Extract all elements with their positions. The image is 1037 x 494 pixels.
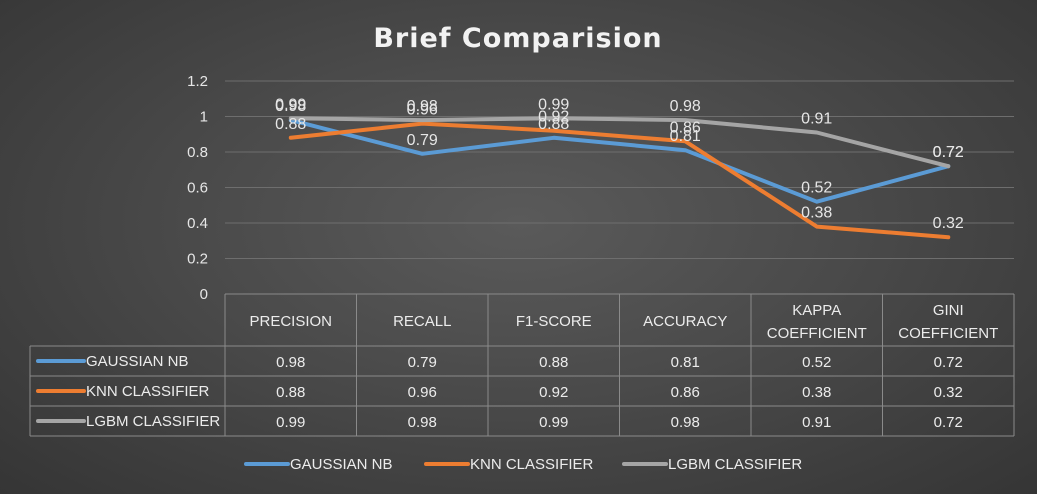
data-label: 0.72 <box>933 144 964 161</box>
table-cell: 0.96 <box>408 384 437 401</box>
row-label: LGBM CLASSIFIER <box>86 413 220 430</box>
legend-label: LGBM CLASSIFIER <box>668 456 802 473</box>
data-label: 0.72 <box>933 144 964 161</box>
table-header-4: KAPPA <box>792 302 841 319</box>
y-tick-label: 1.2 <box>187 73 208 90</box>
data-label: 0.81 <box>670 128 701 145</box>
y-tick-label: 0.4 <box>187 215 208 232</box>
legend: GAUSSIAN NB KNN CLASSIFIER LGBM CLASSIFIER <box>244 456 802 473</box>
data-label: 0.98 <box>670 98 701 115</box>
table-header-5: COEFFICIENT <box>898 325 998 342</box>
data-label: 0.91 <box>801 110 832 127</box>
data-label: 0.99 <box>538 96 569 113</box>
series-line-lgbm-classifier <box>288 116 951 169</box>
data-label: 0.88 <box>538 116 569 133</box>
table-cell: 0.98 <box>408 414 437 431</box>
table-cell: 0.98 <box>276 354 305 371</box>
table-cell: 0.79 <box>408 354 437 371</box>
data-label: 0.92 <box>538 109 569 126</box>
data-label: 0.86 <box>670 119 701 136</box>
table-header-1: RECALL <box>393 313 451 330</box>
data-label: 0.98 <box>407 98 438 115</box>
table-cell: 0.92 <box>539 384 568 401</box>
data-label: 0.79 <box>407 132 438 149</box>
table-header-0: PRECISION <box>249 313 332 330</box>
table-header-3: ACCURACY <box>643 313 727 330</box>
table-cell: 0.81 <box>671 354 700 371</box>
data-label: 0.88 <box>275 116 306 133</box>
table-cell: 0.98 <box>671 414 700 431</box>
table-cell: 0.88 <box>276 384 305 401</box>
data-label: 0.96 <box>407 102 438 119</box>
table-header-5: GINI <box>933 302 964 319</box>
series-lines <box>288 116 951 240</box>
table-cell: 0.72 <box>934 414 963 431</box>
table-header-4: COEFFICIENT <box>767 325 867 342</box>
row-label: GAUSSIAN NB <box>86 353 189 370</box>
y-tick-label: 0.6 <box>187 180 208 197</box>
data-label: 0.38 <box>801 205 832 222</box>
data-table: PRECISION RECALL F1-SCORE ACCURACY KAPPA COEF… <box>29 293 1015 437</box>
data-labels: 0.98 0.79 0.88 0.81 0.52 0.72 0.88 0.96 0.92 0.86… <box>275 96 964 232</box>
table-cell: 0.99 <box>276 414 305 431</box>
table-cell: 0.52 <box>802 354 831 371</box>
series-line-knn-classifier <box>288 121 951 240</box>
row-label: KNN CLASSIFIER <box>86 383 210 400</box>
table-cell: 0.99 <box>539 414 568 431</box>
y-axis: 0 0.2 0.4 0.6 0.8 1 1.2 <box>187 73 208 303</box>
gridlines <box>225 80 1014 259</box>
table-cell: 0.91 <box>802 414 831 431</box>
series-line-gaussian-nb <box>288 118 951 204</box>
table-cell: 0.38 <box>802 384 831 401</box>
table-cell: 0.88 <box>539 354 568 371</box>
y-tick-label: 0.2 <box>187 251 208 268</box>
data-label: 0.98 <box>275 98 306 115</box>
table-cell: 0.86 <box>671 384 700 401</box>
y-tick-label: 0 <box>200 286 208 303</box>
y-tick-label: 1 <box>200 109 208 126</box>
table-header-2: F1-SCORE <box>516 313 592 330</box>
y-tick-label: 0.8 <box>187 144 208 161</box>
chart-title: Brief Comparision <box>373 23 662 54</box>
legend-label: GAUSSIAN NB <box>290 456 393 473</box>
data-label: 0.99 <box>275 96 306 113</box>
table-cell: 0.32 <box>934 384 963 401</box>
table-cell: 0.72 <box>934 354 963 371</box>
legend-label: KNN CLASSIFIER <box>470 456 594 473</box>
data-label: 0.52 <box>801 180 832 197</box>
data-label: 0.32 <box>933 215 964 232</box>
